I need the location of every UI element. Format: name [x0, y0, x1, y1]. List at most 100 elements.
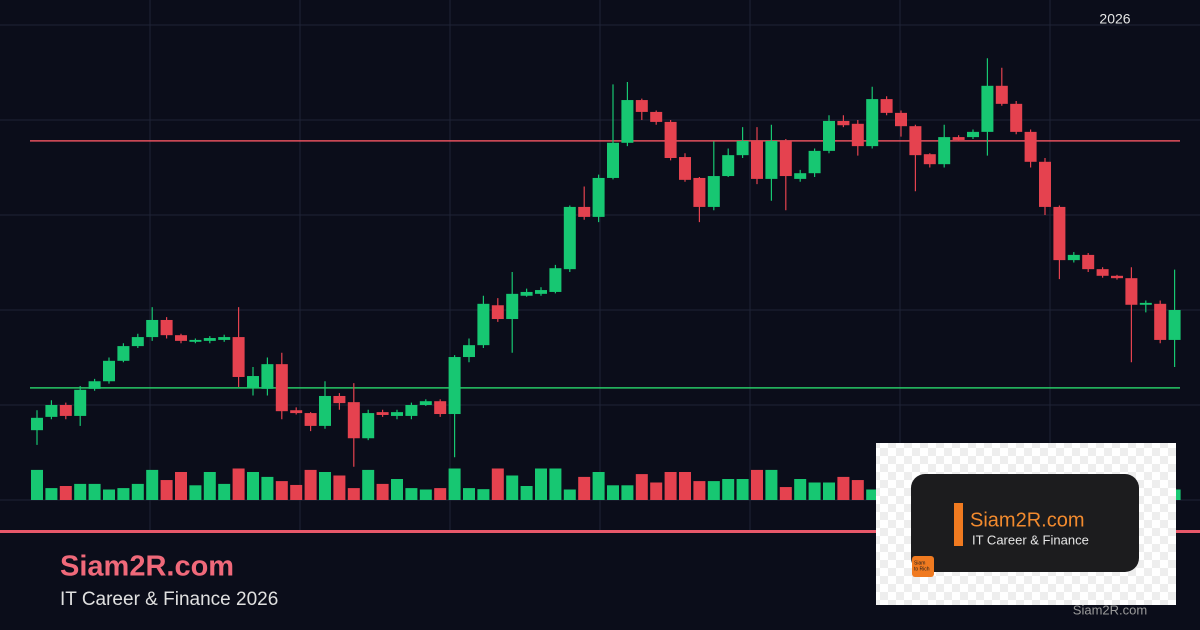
- volume-bar: [808, 482, 821, 500]
- candle-body: [938, 137, 951, 165]
- candle-body: [506, 293, 519, 320]
- candle-body: [592, 177, 605, 217]
- volume-bar: [722, 479, 735, 500]
- candle-body: [218, 337, 231, 340]
- candle-body: [520, 291, 533, 296]
- volume-bar: [635, 474, 648, 500]
- volume-bar: [736, 479, 749, 500]
- logo-panel: [911, 474, 1139, 572]
- volume-bar: [837, 476, 850, 500]
- volume-bar: [664, 472, 677, 500]
- candle-body: [679, 157, 691, 180]
- volume-bar: [621, 485, 634, 500]
- volume-bar: [563, 489, 576, 500]
- candle-body: [693, 177, 706, 207]
- volume-bar: [578, 476, 591, 500]
- candle-body: [650, 111, 663, 122]
- volume-bar: [520, 486, 533, 500]
- volume-bar: [866, 489, 879, 500]
- volume-bar: [535, 468, 547, 500]
- candle-body: [1111, 275, 1123, 279]
- volume-bar: [319, 472, 331, 500]
- candle-body: [304, 413, 317, 426]
- logo-card: Siam2R.com IT Career & Finance Siam to R…: [876, 443, 1176, 605]
- candle-body: [1067, 254, 1080, 261]
- candle-body: [491, 305, 504, 320]
- volume-bar: [117, 488, 130, 500]
- candle-body: [707, 176, 720, 207]
- candle-body: [895, 112, 907, 127]
- candle-body: [1039, 161, 1051, 207]
- volume-bar: [491, 468, 504, 500]
- footer: Siam2R.com: [1073, 602, 1147, 617]
- candle-body: [952, 137, 965, 140]
- candle-body: [203, 338, 216, 341]
- x-axis-label: 2026: [1099, 11, 1130, 27]
- candle-body: [31, 417, 43, 431]
- candle-body: [794, 173, 807, 179]
- volume-bar: [693, 481, 706, 500]
- candle-body: [563, 206, 576, 270]
- volume-bar: [506, 475, 519, 500]
- divider: [0, 530, 1200, 533]
- candle-body: [189, 339, 202, 342]
- volume-bar: [275, 481, 288, 500]
- candle-body: [74, 389, 87, 416]
- candle-body: [59, 405, 72, 416]
- candle-body: [261, 364, 274, 389]
- volume-bar: [851, 480, 864, 500]
- candle-body: [434, 401, 447, 415]
- candle-body: [146, 319, 159, 338]
- candle-body: [549, 268, 562, 292]
- volume-bar: [463, 488, 475, 500]
- candle-body: [967, 131, 979, 138]
- candle-body: [751, 140, 763, 179]
- candle-body: [851, 123, 864, 147]
- candle-body: [995, 85, 1008, 104]
- volume-bar: [247, 472, 259, 500]
- candle-body: [247, 376, 259, 388]
- candle-body: [1024, 131, 1037, 162]
- candle-body: [319, 395, 331, 426]
- candle-body: [175, 335, 187, 341]
- volume-bar: [765, 469, 778, 500]
- candle-body: [275, 364, 288, 412]
- volume-bar: [31, 469, 43, 500]
- volume-bar: [261, 476, 274, 500]
- candle-body: [981, 85, 994, 132]
- volume-bar: [131, 483, 144, 500]
- volume-bar: [45, 488, 58, 500]
- logo-bar: [954, 503, 963, 546]
- candle-body: [779, 140, 792, 177]
- badge-line: Siam: [914, 560, 925, 566]
- candle-body: [117, 346, 130, 361]
- candle-body: [808, 150, 821, 174]
- candle-body: [1096, 269, 1109, 276]
- candle-body: [333, 395, 346, 404]
- volume-bar: [218, 483, 231, 500]
- volume-bar: [607, 485, 619, 500]
- candle-body: [45, 405, 58, 417]
- brand-subtitle: IT Career & Finance 2026: [60, 589, 278, 610]
- volume-bar: [103, 489, 115, 500]
- logo-badge: [912, 556, 934, 577]
- candle-body: [722, 155, 735, 177]
- candle-body: [880, 99, 893, 113]
- volume-bar: [419, 489, 432, 500]
- volume-bar: [549, 468, 562, 500]
- volume-bar: [391, 479, 403, 500]
- candle-body: [823, 120, 835, 151]
- candle-body: [837, 120, 850, 126]
- volume-bar: [592, 472, 605, 500]
- candle-body: [448, 357, 461, 415]
- logo-title: Siam2R.com: [970, 509, 1084, 531]
- volume-bar: [160, 480, 173, 500]
- candle-body: [1125, 278, 1138, 305]
- volume-bar: [434, 488, 447, 500]
- volume-bar: [823, 482, 835, 500]
- candle-body: [909, 126, 922, 156]
- candle-body: [391, 412, 403, 416]
- candle-body: [765, 140, 778, 179]
- volume-bar: [146, 469, 159, 500]
